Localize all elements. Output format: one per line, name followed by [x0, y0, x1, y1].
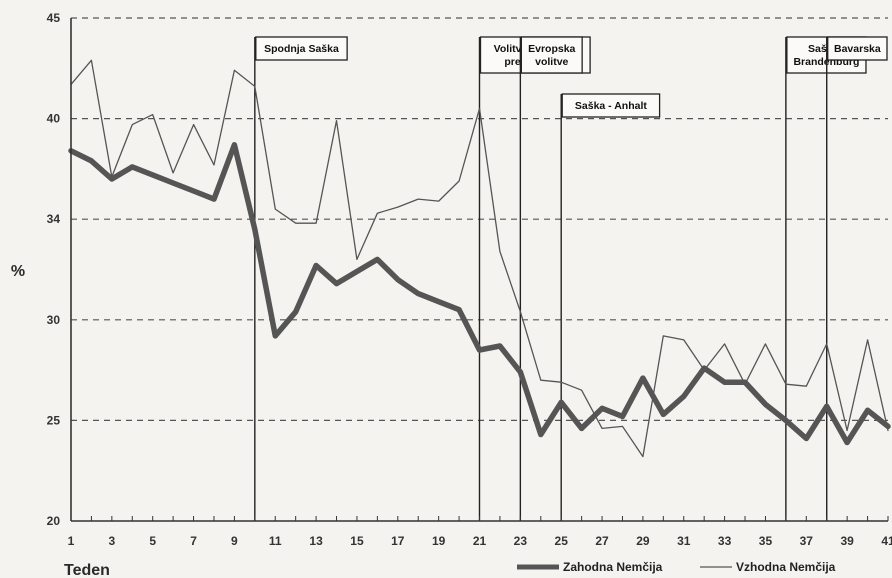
event-box-0: [255, 36, 348, 61]
x-tick-label-15: 15: [350, 534, 364, 548]
chart-series: [68, 59, 891, 458]
x-tick-label-11: 11: [269, 534, 282, 548]
x-tick-label-41: 41: [881, 534, 892, 548]
x-tick-label-37: 37: [800, 534, 814, 548]
x-tick-label-33: 33: [718, 534, 732, 548]
event-label-0-0: Spodnja Saška: [264, 43, 339, 55]
x-tick-label-13: 13: [309, 534, 323, 548]
x-tick-label-39: 39: [840, 534, 854, 548]
x-tick-label-5: 5: [149, 534, 156, 548]
x-tick-label-21: 21: [473, 534, 487, 548]
x-tick-label-7: 7: [190, 534, 197, 548]
legend-label-vzhodna: Vzhodna Nemčija: [736, 560, 836, 574]
y-tick-label-1: 25: [47, 413, 61, 427]
event-label-2-0: Evropska: [528, 43, 575, 55]
y-tick-label-5: 45: [47, 11, 61, 25]
x-tick-label-23: 23: [514, 534, 528, 548]
event-box-2: [520, 36, 583, 74]
x-tick-label-19: 19: [432, 534, 446, 548]
x-tick-label-35: 35: [759, 534, 773, 548]
x-tick-label-9: 9: [231, 534, 238, 548]
x-tick-label-27: 27: [595, 534, 609, 548]
event-label-5-0: Bavarska: [834, 43, 881, 55]
series-line-zahodna: [68, 142, 891, 446]
chart-legend: Zahodna Nemčija Vzhodna Nemčija: [517, 560, 836, 574]
event-box-3: [561, 93, 661, 118]
y-tick-label-4: 40: [47, 112, 61, 126]
x-tick-label-31: 31: [677, 534, 691, 548]
y-tick-label-3: 34: [47, 212, 61, 226]
x-axis-label: Teden: [64, 562, 110, 578]
x-tick-label-1: 1: [68, 534, 75, 548]
x-tick-label-17: 17: [391, 534, 405, 548]
legend-label-zahodna: Zahodna Nemčija: [563, 560, 663, 574]
x-tick-label-29: 29: [636, 534, 650, 548]
y-axis-label: %: [11, 263, 25, 280]
y-tick-label-0: 20: [47, 514, 61, 528]
x-tick-label-25: 25: [555, 534, 569, 548]
y-tick-label-2: 30: [47, 313, 61, 327]
series-line-vzhodna: [70, 59, 889, 458]
event-label-3-0: Saška - Anhalt: [575, 100, 647, 112]
x-tick-label-3: 3: [109, 534, 116, 548]
event-box-5: [827, 36, 888, 61]
event-label-2-1: volitve: [535, 56, 568, 68]
